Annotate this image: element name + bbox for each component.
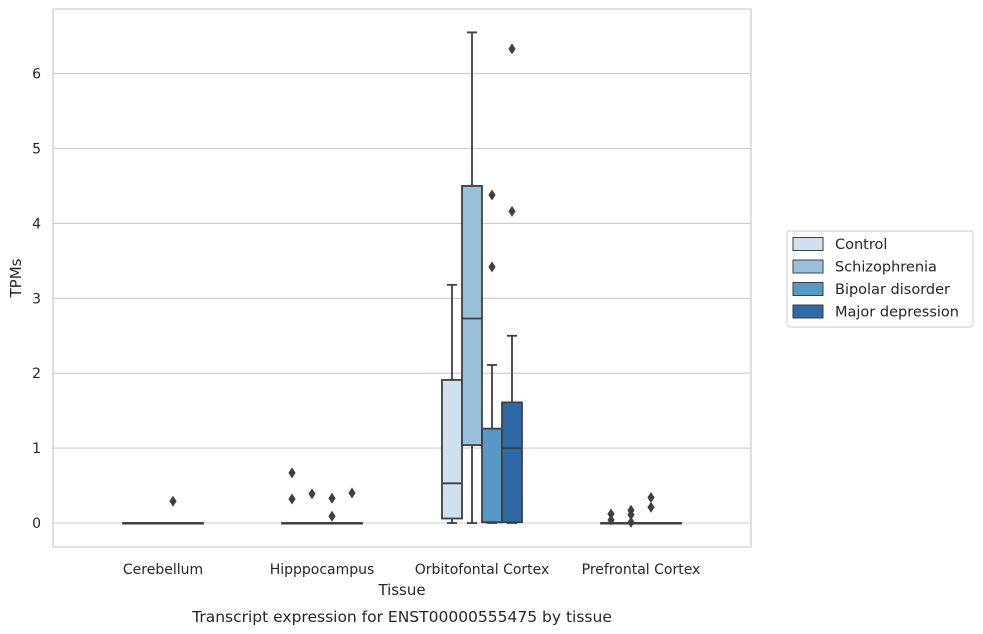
chart-caption: Transcript expression for ENST0000055547… [191,608,612,626]
legend-swatch [792,237,824,251]
outlier-point [647,492,655,504]
y-tick-label: 2 [32,366,41,382]
y-tick-label: 4 [32,216,41,232]
box-group [461,31,483,524]
y-tick-labels: 0 1 2 3 4 5 6 [32,67,41,532]
y-axis-label: TPMs [7,258,25,298]
legend-label: Bipolar disorder [835,282,950,298]
y-tick-label: 6 [32,67,41,83]
box [501,401,523,524]
outlier-point [647,501,655,513]
box [461,185,483,447]
x-tick-labels: Cerebellum Hipppocampus Orbitofontal Corte… [123,562,700,578]
outlier-point [488,261,496,273]
x-axis-label: Tissue [377,581,425,599]
y-tick-label: 3 [32,291,41,307]
gridlines [53,73,751,524]
x-tick-label: Orbitofontal Cortex [415,562,550,578]
legend-swatch [792,304,824,319]
outlier-point [328,510,336,522]
legend-swatch [792,259,824,274]
x-tick-label: Prefrontal Cortex [582,562,701,578]
box-group [281,467,303,525]
box-groups [122,31,682,528]
outlier-point [288,493,296,505]
box-group [501,43,523,524]
outlier-point [288,467,296,479]
y-tick-label: 0 [32,516,41,532]
box-group [142,522,164,525]
outlier-point [627,509,635,521]
legend-swatch [792,282,824,296]
y-tick-label: 5 [32,142,41,158]
x-tick-label: Cerebellum [123,562,203,578]
box-group [341,487,363,525]
outlier-point [488,189,496,201]
plot-frame [52,8,752,548]
outlier-point [328,492,336,504]
legend: Control Schizophrenia Bipolar disorder Majo… [786,230,974,328]
outlier-point [607,508,615,520]
outlier-point [607,514,615,526]
box-group [660,522,682,525]
outlier-point [508,205,516,217]
box-group [441,283,463,524]
legend-label: Schizophrenia [835,260,937,276]
box-group [182,522,204,525]
plot-background [53,9,751,547]
legend-frame [786,230,974,328]
outlier-point [169,495,177,507]
legend-label: Control [835,237,887,253]
box-group [122,522,144,525]
y-tick-label: 1 [32,441,41,457]
outlier-point [348,487,356,499]
box-group [481,189,503,524]
outlier-point [627,516,635,528]
outlier-point [508,43,516,55]
x-tick-label: Hipppocampus [270,562,375,578]
outlier-point [308,488,316,500]
legend-label: Major depression [835,305,959,321]
box-group [640,492,662,525]
box [441,379,463,520]
box [481,427,503,524]
